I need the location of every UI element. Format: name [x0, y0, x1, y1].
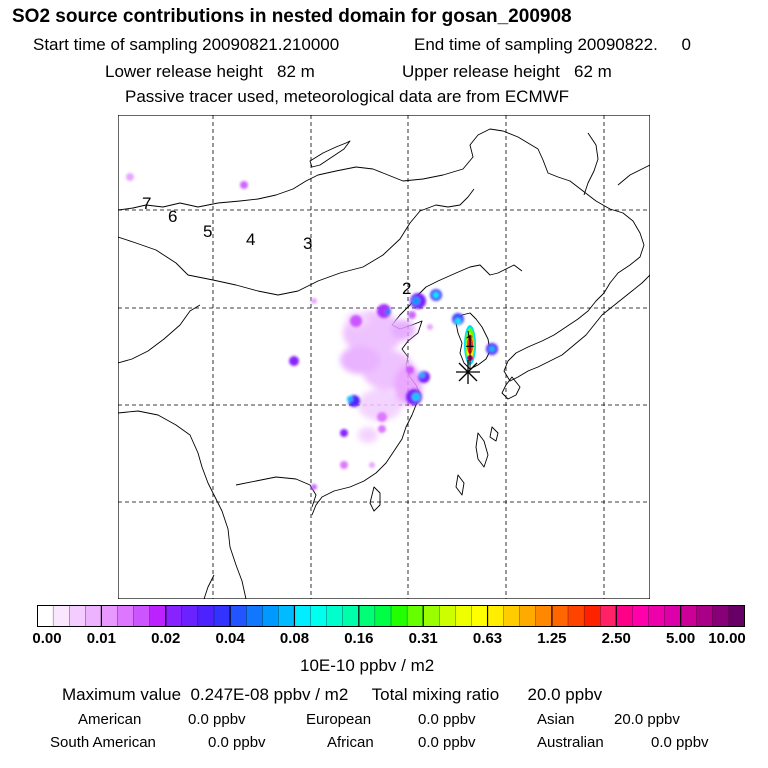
region-value-australian: 0.0 ppbv [651, 734, 709, 751]
map-panel: 7 6 5 4 3 2 1 [118, 115, 650, 599]
colorbar-cell [342, 605, 360, 627]
colorbar-cell [390, 605, 408, 627]
trajectory-label-2: 2 [402, 279, 411, 298]
colorbar-unit-label: 10E-10 ppbv / m2 [300, 656, 435, 675]
region-value-south-american: 0.0 ppbv [208, 734, 266, 751]
colorbar-cell [406, 605, 424, 627]
colorbar-tick-label: 0.04 [215, 630, 245, 647]
trajectory-label-4: 4 [246, 230, 255, 249]
colorbar-cell [648, 605, 666, 627]
colorbar-cell [117, 605, 135, 627]
region-name-asian: Asian [537, 711, 575, 728]
colorbar-cell [423, 605, 440, 627]
colorbar-cell [294, 605, 312, 627]
colorbar-cell [133, 605, 151, 627]
colorbar-cell [455, 605, 473, 627]
colorbar-cell [229, 605, 247, 627]
colorbar-cell [326, 605, 344, 627]
region-name-european: European [306, 711, 372, 728]
colorbar-cell [728, 605, 745, 627]
colorbar-cell [439, 605, 457, 627]
tracer-note: Passive tracer used, meteorological data… [125, 87, 570, 106]
colorbar-tick-label: 1.25 [537, 630, 567, 647]
region-value-european: 0.0 ppbv [418, 711, 476, 728]
colorbar-cell [85, 605, 103, 627]
colorbar-tick-label: 0.08 [279, 630, 310, 647]
region-name-australian: Australian [537, 734, 604, 751]
colorbar-tick-label: 0.31 [408, 630, 438, 647]
colorbar-cell [632, 605, 650, 627]
receptor-star [456, 360, 480, 384]
colorbar-cell [680, 605, 698, 627]
concentration-field [126, 173, 498, 490]
colorbar-tick-label: 0.63 [472, 630, 503, 647]
colorbar-cell [535, 605, 553, 627]
region-name-south-american: South American [50, 734, 156, 751]
colorbar-cell [358, 605, 376, 627]
colorbar-cell [181, 605, 199, 627]
colorbar-tick-label: 0.01 [86, 630, 116, 647]
trajectory-label-6: 6 [168, 207, 177, 226]
region-value-american: 0.0 ppbv [188, 711, 246, 728]
colorbar-cell [69, 605, 86, 627]
colorbar-cell [471, 605, 489, 627]
colorbar-cell [696, 605, 714, 627]
colorbar-cell [310, 605, 328, 627]
colorbar-cell [567, 605, 585, 627]
backward-trajectory [467, 330, 471, 370]
colorbar-tick-label: 2.50 [601, 630, 631, 647]
colorbar [37, 605, 745, 627]
colorbar-cell [519, 605, 537, 627]
colorbar-tick-label: 5.00 [666, 630, 696, 647]
colorbar-tick-label: 0.02 [151, 630, 181, 647]
upper-release-label: Upper release height 62 m [402, 62, 612, 81]
region-value-african: 0.0 ppbv [418, 734, 476, 751]
colorbar-cell [278, 605, 296, 627]
colorbar-cell [246, 605, 263, 627]
maximum-and-total-line: Maximum value 0.247E-08 ppbv / m2 Total … [62, 685, 603, 704]
colorbar-tick-label: 10.00 [708, 630, 746, 647]
colorbar-cell [600, 605, 617, 627]
colorbar-cell [149, 605, 167, 627]
colorbar-cell [197, 605, 215, 627]
colorbar-cell [262, 605, 280, 627]
start-time-label: Start time of sampling 20090821.210000 [33, 35, 340, 54]
colorbar-cell [551, 605, 569, 627]
figure-title: SO2 source contributions in nested domai… [12, 6, 572, 27]
region-name-american: American [78, 711, 142, 728]
colorbar-cell [664, 605, 682, 627]
colorbar-cell [37, 605, 54, 627]
trajectory-label-1: 1 [465, 332, 474, 351]
lower-release-label: Lower release height 82 m [105, 62, 315, 81]
colorbar-cell [374, 605, 392, 627]
colorbar-cell [213, 605, 231, 627]
trajectory-label-5: 5 [203, 222, 212, 241]
colorbar-tick-label: 0.00 [32, 630, 62, 647]
colorbar-cell [101, 605, 119, 627]
region-value-asian: 20.0 ppbv [614, 711, 680, 728]
colorbar-cell [583, 605, 601, 627]
colorbar-cell [712, 605, 730, 627]
colorbar-tick-label: 0.16 [344, 630, 374, 647]
colorbar-cell [616, 605, 634, 627]
trajectory-label-7: 7 [142, 194, 151, 213]
colorbar-cell [165, 605, 183, 627]
colorbar-cell [52, 605, 70, 627]
region-name-african: African [327, 734, 374, 751]
end-time-label: End time of sampling 20090822. 0 [414, 35, 691, 54]
colorbar-cell [487, 605, 505, 627]
trajectory-label-3: 3 [303, 234, 312, 253]
colorbar-cell [503, 605, 521, 627]
coastlines-and-borders [118, 128, 650, 599]
